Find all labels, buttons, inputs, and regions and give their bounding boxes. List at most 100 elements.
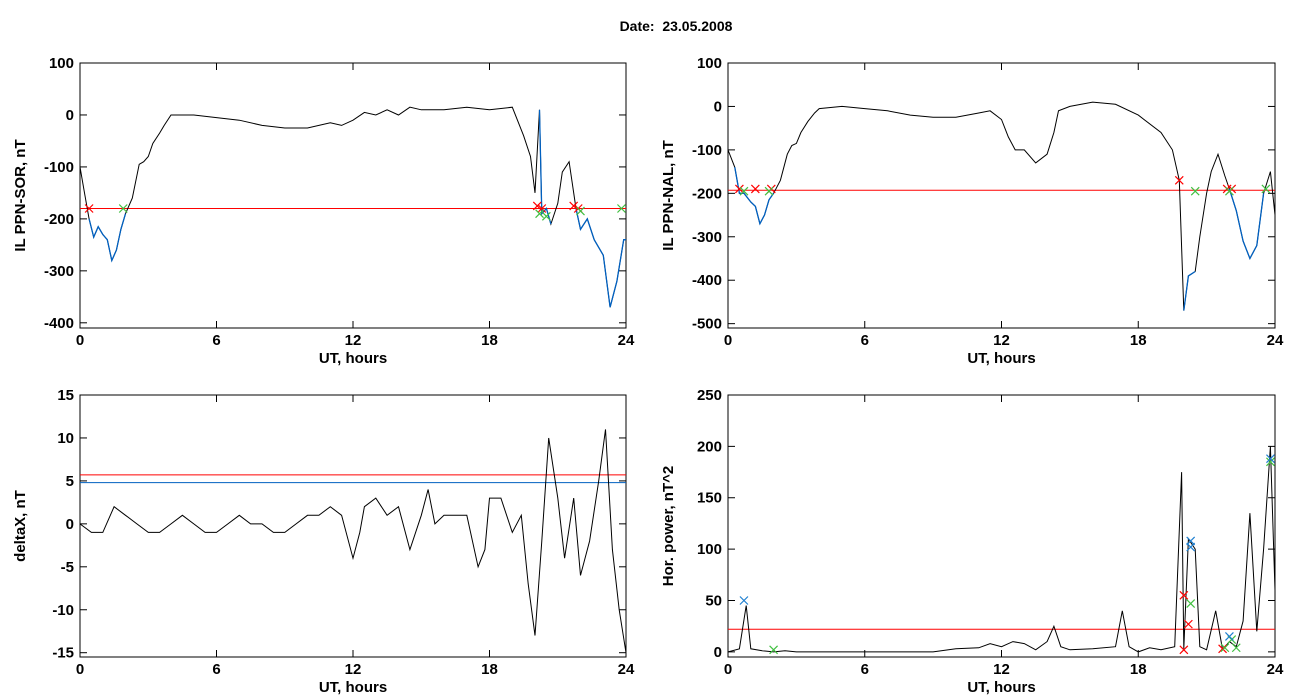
x-tick-label: 0 — [724, 661, 732, 678]
y-tick-label: 150 — [697, 490, 722, 507]
series-highlight — [734, 167, 775, 226]
y-tick-label: 5 — [66, 473, 74, 490]
x-axis-label: UT, hours — [967, 679, 1035, 696]
x-tick-label: 0 — [724, 332, 732, 349]
blue-marker — [1266, 454, 1275, 464]
y-tick-label: -15 — [52, 645, 74, 662]
x-axis-label: UT, hours — [319, 679, 387, 696]
series-highlight — [575, 208, 626, 308]
y-tick-label: -400 — [44, 315, 74, 332]
chart-panel-3: 0 6 12 18 24 15 10 5 0 -5 -10 -15 UT, hours deltaX, n… — [12, 387, 635, 696]
plot-frame — [727, 394, 1276, 658]
y-tick-label: -300 — [692, 229, 722, 246]
green-marker — [1261, 184, 1271, 194]
series-line — [728, 101, 1275, 311]
y-tick-label: -500 — [692, 316, 722, 333]
blue-marker — [1224, 632, 1234, 641]
y-tick-label: 0 — [66, 107, 74, 124]
x-tick-label: 18 — [481, 661, 498, 678]
chart-panel-1: 0 6 12 18 24 100 0 -100 -200 -300 -400 UT, hours IL … — [12, 55, 635, 367]
chart-panel-2: 0 6 12 18 24 100 0 -100 -200 -300 -400 -500 UT, hour… — [660, 55, 1284, 367]
red-marker — [1174, 175, 1184, 185]
x-tick-label: 0 — [76, 661, 84, 678]
series-highlight — [538, 109, 552, 225]
x-tick-label: 12 — [345, 332, 362, 349]
x-tick-label: 6 — [861, 332, 869, 349]
green-marker — [541, 211, 551, 221]
red-marker — [537, 204, 547, 213]
red-marker — [750, 184, 760, 194]
y-axis-label: deltaX, nT — [12, 490, 29, 562]
series-highlight — [1183, 270, 1196, 311]
y-tick-label: -300 — [44, 263, 74, 280]
y-tick-label: 250 — [697, 387, 722, 404]
y-axis-label: IL PPN-NAL, nT — [660, 140, 677, 251]
y-tick-label: 50 — [705, 592, 722, 609]
red-marker — [84, 204, 94, 213]
red-marker — [1179, 645, 1189, 655]
green-marker — [118, 204, 128, 213]
y-tick-label: -100 — [692, 142, 722, 159]
y-tick-label: -200 — [692, 185, 722, 202]
series-line — [80, 106, 626, 308]
x-tick-label: 24 — [618, 332, 635, 349]
green-marker — [1224, 186, 1234, 196]
plot-area — [728, 101, 1275, 311]
plot-frame — [727, 62, 1276, 329]
green-marker — [769, 645, 779, 655]
red-marker — [532, 201, 542, 211]
y-tick-label: 0 — [714, 644, 722, 661]
y-tick-label: -100 — [44, 159, 74, 176]
y-tick-label: -5 — [61, 559, 74, 576]
y-tick-label: -10 — [52, 602, 74, 619]
green-marker — [1231, 643, 1241, 653]
green-marker — [617, 204, 626, 213]
plot-area — [80, 429, 626, 653]
plot-area — [728, 446, 1275, 655]
chart-panel-4: 0 6 12 18 24 250 200 150 100 50 0 UT, hours Hor. pow… — [660, 387, 1284, 696]
y-tick-label: -200 — [44, 211, 74, 228]
red-marker — [1179, 590, 1189, 600]
y-axis-label: Hor. power, nT^2 — [660, 466, 677, 586]
x-axis-label: UT, hours — [319, 350, 387, 367]
green-marker — [764, 186, 774, 196]
x-axis-label: UT, hours — [967, 350, 1035, 367]
green-marker — [1266, 457, 1275, 467]
x-tick-label: 24 — [618, 661, 635, 678]
green-marker — [1220, 643, 1230, 653]
green-marker — [576, 206, 585, 216]
x-tick-label: 24 — [1267, 332, 1284, 349]
y-tick-label: 100 — [697, 55, 722, 72]
x-tick-label: 24 — [1267, 661, 1284, 678]
y-axis-label: IL PPN-SOR, nT — [12, 139, 29, 251]
y-tick-label: -400 — [692, 272, 722, 289]
x-tick-label: 18 — [1130, 332, 1147, 349]
red-marker — [569, 201, 579, 211]
red-marker — [734, 184, 744, 194]
green-marker — [1186, 599, 1196, 608]
plot-area — [80, 106, 626, 308]
x-tick-label: 12 — [345, 661, 362, 678]
x-tick-label: 12 — [993, 332, 1010, 349]
series-line — [80, 429, 626, 653]
x-tick-label: 12 — [993, 661, 1010, 678]
x-tick-label: 6 — [861, 661, 869, 678]
y-tick-label: 100 — [697, 541, 722, 558]
y-tick-label: 100 — [49, 55, 74, 72]
series-highlight — [1228, 188, 1265, 261]
blue-marker — [739, 596, 749, 605]
x-tick-label: 0 — [76, 332, 84, 349]
series-highlight — [88, 213, 127, 263]
y-tick-label: 200 — [697, 438, 722, 455]
chart-date-title: Date: 23.05.2008 — [619, 18, 733, 34]
green-marker — [535, 209, 544, 219]
red-marker — [1183, 619, 1193, 629]
green-marker — [1190, 186, 1200, 196]
blue-marker — [1186, 542, 1196, 552]
red-marker — [1218, 644, 1228, 654]
plot-frame — [79, 394, 627, 658]
x-tick-label: 18 — [1130, 661, 1147, 678]
y-tick-label: 0 — [66, 516, 74, 533]
x-tick-label: 6 — [212, 332, 220, 349]
